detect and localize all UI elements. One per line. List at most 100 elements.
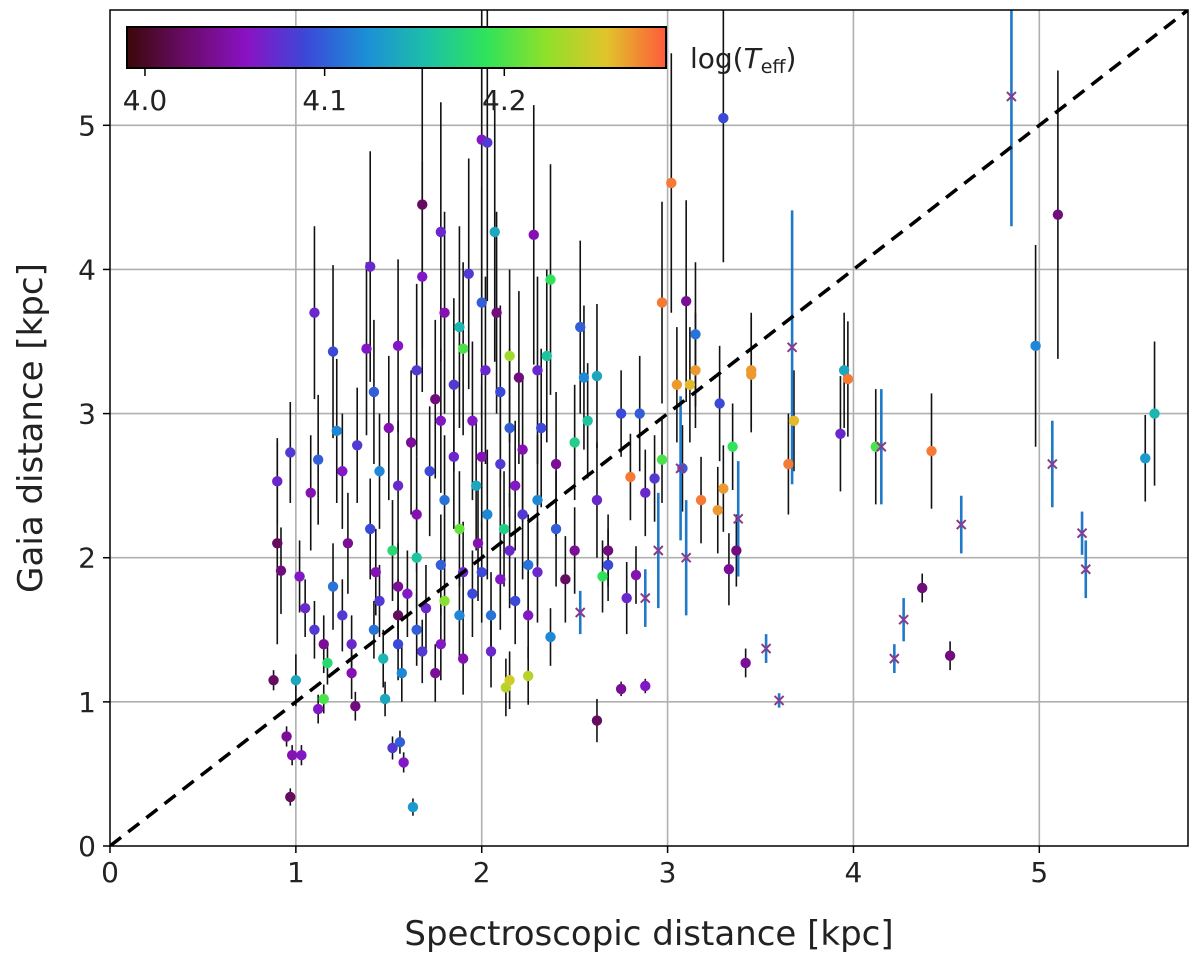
colorbar-ticks: 4.0 4.1 4.2 <box>123 68 527 117</box>
data-point <box>649 473 660 484</box>
data-point <box>337 610 348 621</box>
data-point-cross <box>760 643 772 654</box>
data-point <box>532 365 543 376</box>
data-point <box>522 559 534 571</box>
data-point <box>435 639 447 650</box>
data-point <box>411 365 422 376</box>
data-point <box>272 476 283 487</box>
data-point <box>350 700 361 712</box>
data-point <box>435 415 447 426</box>
data-point <box>378 653 389 664</box>
data-point <box>272 538 283 549</box>
data-point <box>368 624 380 635</box>
data-point <box>296 749 307 761</box>
data-point <box>411 552 422 563</box>
data-point <box>327 581 339 592</box>
data-point-cross <box>1006 91 1017 102</box>
data-point-cross <box>1076 528 1088 539</box>
data-point <box>591 715 603 726</box>
data-point <box>394 737 406 748</box>
data-point <box>368 386 380 398</box>
data-point <box>476 297 487 308</box>
data-point <box>1030 340 1041 352</box>
data-point <box>569 437 580 448</box>
data-point <box>467 415 478 426</box>
data-point <box>656 297 668 308</box>
data-point-cross <box>1080 564 1091 575</box>
data-point <box>522 670 534 682</box>
plot-frame <box>109 9 1189 847</box>
data-point <box>517 444 528 455</box>
data-point <box>504 545 515 556</box>
data-point <box>509 595 521 607</box>
data-point-cross <box>1047 458 1058 470</box>
data-point <box>522 610 534 621</box>
y-tick-label: 2 <box>78 542 96 575</box>
data-point-cross <box>786 342 798 353</box>
data-point <box>411 624 422 635</box>
y-tick-label: 0 <box>78 830 96 863</box>
y-tick-label: 5 <box>78 109 96 142</box>
data-point <box>695 494 707 506</box>
data-point <box>575 321 586 333</box>
data-point <box>472 538 484 549</box>
data-point <box>435 226 447 238</box>
data-point <box>374 466 385 477</box>
data-point-cross <box>675 463 686 474</box>
data-point <box>439 595 450 607</box>
data-point <box>448 379 460 390</box>
colorbar-label: log(Teff) <box>690 42 796 78</box>
data-point <box>621 592 632 604</box>
colorbar-tick-label: 4.2 <box>482 84 527 117</box>
reference-line-1to1 <box>110 10 1188 846</box>
data-point <box>509 480 521 491</box>
data-point <box>392 581 404 592</box>
data-point <box>312 454 324 465</box>
data-point <box>615 683 627 695</box>
data-point <box>365 523 376 535</box>
data-point <box>407 801 419 813</box>
data-point <box>392 340 404 352</box>
data-point <box>591 494 603 506</box>
x-tick-label: 1 <box>287 856 305 889</box>
data-point <box>1052 209 1064 220</box>
data-point <box>485 610 497 621</box>
y-tick-label: 1 <box>78 686 96 719</box>
data-point <box>402 588 413 599</box>
data-points <box>268 91 1160 813</box>
data-point <box>318 639 329 650</box>
data-point <box>926 445 937 457</box>
data-point-cross <box>876 441 887 452</box>
data-point <box>504 350 515 362</box>
data-point <box>1140 453 1151 464</box>
data-point <box>485 646 497 657</box>
data-point <box>569 545 580 556</box>
data-point <box>285 791 296 803</box>
data-point <box>268 675 279 686</box>
data-point <box>309 307 320 318</box>
data-point-cross <box>956 519 967 530</box>
data-point <box>286 749 298 761</box>
data-point <box>723 564 735 575</box>
data-point <box>417 199 428 210</box>
data-point <box>470 480 482 491</box>
y-axis-title: Gaia distance [kpc] <box>11 263 51 593</box>
x-axis-title: Spectroscopic distance [kpc] <box>404 914 893 954</box>
data-point <box>536 422 547 434</box>
data-point <box>489 226 500 238</box>
data-point <box>398 757 409 768</box>
data-point <box>439 307 450 318</box>
axis-ticks: 0 1 2 3 4 5 0 1 2 3 4 5 <box>78 109 1048 889</box>
data-point <box>476 566 487 578</box>
data-point-cross <box>733 513 744 525</box>
data-point <box>454 610 465 621</box>
data-point <box>435 559 447 571</box>
data-point <box>331 425 342 437</box>
data-point <box>454 523 465 535</box>
data-point <box>615 408 627 419</box>
data-point <box>591 370 603 382</box>
data-point <box>671 379 683 390</box>
data-point <box>463 268 474 279</box>
data-point <box>281 731 292 742</box>
